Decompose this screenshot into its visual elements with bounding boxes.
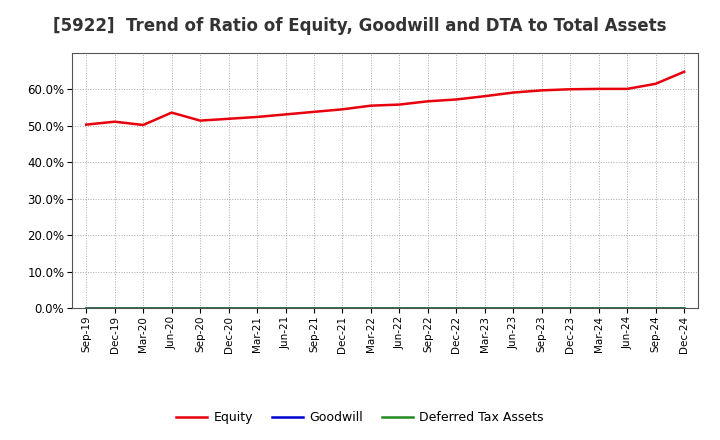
Deferred Tax Assets <box>623 305 631 311</box>
Equity <box>338 106 347 112</box>
Equity <box>623 86 631 92</box>
Deferred Tax Assets <box>480 305 489 311</box>
Deferred Tax Assets <box>395 305 404 311</box>
Deferred Tax Assets <box>537 305 546 311</box>
Goodwill <box>139 305 148 311</box>
Deferred Tax Assets <box>509 305 518 311</box>
Deferred Tax Assets <box>139 305 148 311</box>
Equity <box>680 69 688 74</box>
Goodwill <box>595 305 603 311</box>
Deferred Tax Assets <box>452 305 461 311</box>
Deferred Tax Assets <box>566 305 575 311</box>
Deferred Tax Assets <box>196 305 204 311</box>
Goodwill <box>395 305 404 311</box>
Goodwill <box>282 305 290 311</box>
Goodwill <box>110 305 119 311</box>
Equity <box>110 119 119 125</box>
Equity <box>225 116 233 121</box>
Equity <box>395 102 404 107</box>
Goodwill <box>452 305 461 311</box>
Line: Equity: Equity <box>86 72 684 125</box>
Goodwill <box>623 305 631 311</box>
Goodwill <box>480 305 489 311</box>
Goodwill <box>167 305 176 311</box>
Goodwill <box>537 305 546 311</box>
Deferred Tax Assets <box>595 305 603 311</box>
Goodwill <box>196 305 204 311</box>
Goodwill <box>652 305 660 311</box>
Deferred Tax Assets <box>652 305 660 311</box>
Equity <box>452 97 461 102</box>
Deferred Tax Assets <box>253 305 261 311</box>
Deferred Tax Assets <box>167 305 176 311</box>
Equity <box>253 114 261 120</box>
Deferred Tax Assets <box>282 305 290 311</box>
Goodwill <box>225 305 233 311</box>
Equity <box>366 103 375 108</box>
Equity <box>196 118 204 123</box>
Equity <box>480 94 489 99</box>
Equity <box>423 99 432 104</box>
Equity <box>310 109 318 114</box>
Equity <box>566 87 575 92</box>
Deferred Tax Assets <box>110 305 119 311</box>
Deferred Tax Assets <box>338 305 347 311</box>
Equity <box>82 122 91 127</box>
Goodwill <box>423 305 432 311</box>
Equity <box>282 112 290 117</box>
Deferred Tax Assets <box>225 305 233 311</box>
Equity <box>509 90 518 95</box>
Text: [5922]  Trend of Ratio of Equity, Goodwill and DTA to Total Assets: [5922] Trend of Ratio of Equity, Goodwil… <box>53 18 667 35</box>
Deferred Tax Assets <box>423 305 432 311</box>
Equity <box>537 88 546 93</box>
Equity <box>139 122 148 128</box>
Goodwill <box>366 305 375 311</box>
Deferred Tax Assets <box>366 305 375 311</box>
Goodwill <box>253 305 261 311</box>
Goodwill <box>680 305 688 311</box>
Deferred Tax Assets <box>310 305 318 311</box>
Goodwill <box>338 305 347 311</box>
Goodwill <box>566 305 575 311</box>
Goodwill <box>82 305 91 311</box>
Goodwill <box>310 305 318 311</box>
Equity <box>167 110 176 115</box>
Deferred Tax Assets <box>82 305 91 311</box>
Deferred Tax Assets <box>680 305 688 311</box>
Legend: Equity, Goodwill, Deferred Tax Assets: Equity, Goodwill, Deferred Tax Assets <box>171 407 549 429</box>
Equity <box>652 81 660 86</box>
Equity <box>595 86 603 92</box>
Goodwill <box>509 305 518 311</box>
